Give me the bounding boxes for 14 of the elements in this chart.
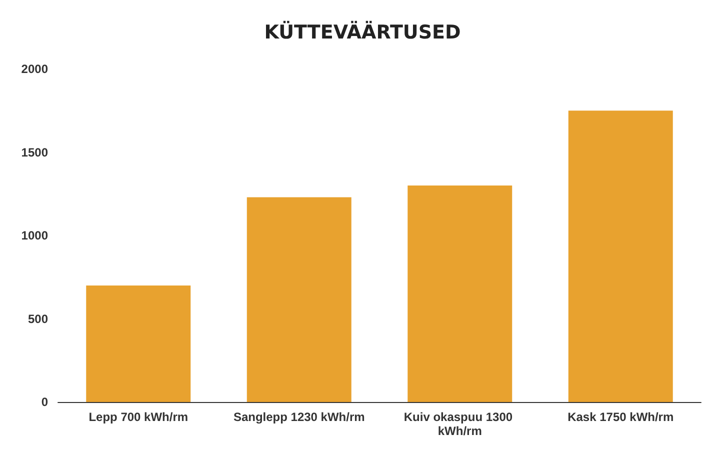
bar (86, 285, 191, 402)
x-tick-label: Lepp 700 kWh/rm (88, 410, 188, 424)
y-tick-label: 500 (28, 312, 48, 326)
y-tick-label: 2000 (21, 62, 48, 76)
bar (568, 110, 673, 402)
bar (408, 186, 512, 402)
chart-title: KÜTTEVÄÄRTUSED (264, 20, 461, 44)
y-tick-label: 0 (41, 395, 48, 409)
x-tick-label: Kask 1750 kWh/rm (568, 410, 674, 424)
x-tick-label: Kuiv okaspuu 1300 kWh/rm (404, 410, 516, 438)
y-tick-label: 1500 (21, 145, 48, 160)
y-tick-label: 1000 (21, 228, 48, 242)
x-tick-label: Sanglepp 1230 kWh/rm (233, 410, 365, 424)
bar (246, 197, 352, 402)
